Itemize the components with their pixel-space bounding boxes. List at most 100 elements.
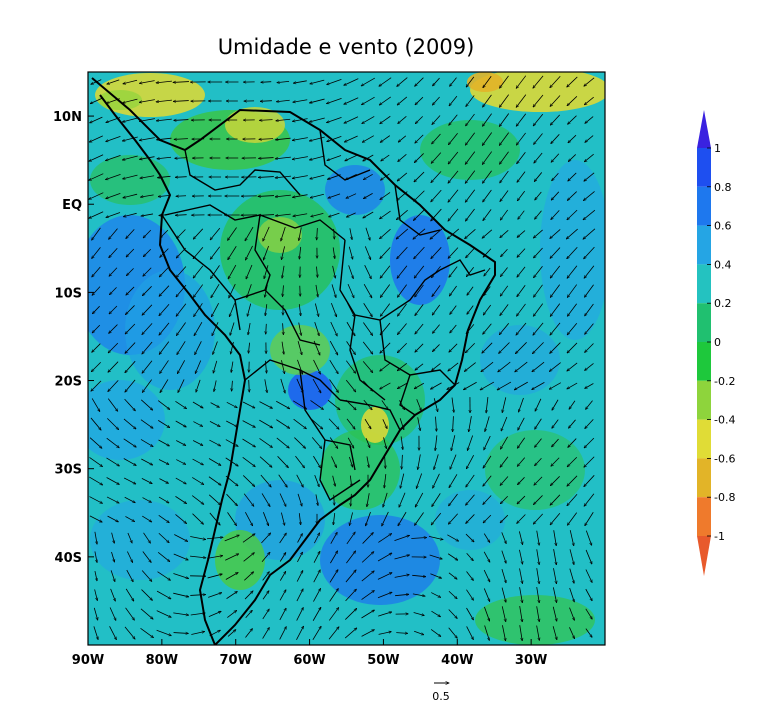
- wind-vector: [450, 324, 457, 333]
- wind-vector: [536, 606, 540, 621]
- x-tick-label: 90W: [72, 653, 104, 668]
- wind-vector: [380, 342, 391, 353]
- wind-vector: [568, 419, 576, 428]
- wind-vector: [397, 246, 408, 259]
- wind-vector: [499, 113, 510, 127]
- wind-vector: [89, 135, 103, 142]
- wind-vector: [208, 593, 222, 598]
- wind-vector: [346, 212, 356, 217]
- wind-vector: [550, 229, 561, 238]
- wind-vector: [209, 439, 220, 446]
- wind-vector: [398, 135, 407, 142]
- country-borders: [161, 129, 486, 502]
- wind-vector: [451, 435, 456, 451]
- wind-vector: [142, 379, 153, 393]
- wind-vector: [536, 549, 539, 564]
- wind-vector: [125, 323, 136, 334]
- wind-vector: [248, 342, 249, 354]
- wind-vector: [92, 324, 101, 333]
- wind-vector: [127, 532, 132, 543]
- x-tick-label: 50W: [367, 653, 399, 668]
- wind-vector: [567, 382, 578, 389]
- wind-vector: [275, 194, 291, 197]
- wind-vector: [484, 435, 491, 450]
- wind-vector: [159, 341, 170, 355]
- wind-vector: [157, 420, 170, 427]
- wind-vector: [534, 476, 543, 485]
- wind-vector: [449, 285, 457, 296]
- wind-vector: [449, 343, 458, 352]
- wind-vector: [209, 421, 220, 426]
- wind-vector: [467, 435, 474, 451]
- wind-vector: [242, 438, 256, 447]
- wind-vector: [465, 189, 476, 203]
- wind-vector: [296, 607, 304, 621]
- wind-vector: [380, 284, 391, 298]
- wind-vector: [140, 194, 154, 197]
- wind-vector: [143, 267, 152, 276]
- wind-vector: [347, 283, 354, 298]
- wind-vector: [465, 533, 474, 542]
- wind-vector: [552, 399, 559, 410]
- wind-vector: [158, 176, 171, 177]
- wind-vector: [551, 153, 560, 162]
- wind-vector: [361, 590, 375, 600]
- wind-vector: [585, 419, 594, 428]
- wind-vector: [105, 173, 121, 179]
- wind-vector: [432, 304, 441, 315]
- wind-vector: [175, 158, 188, 159]
- wind-vector: [174, 120, 189, 121]
- wind-vector: [411, 538, 426, 539]
- wind-vector: [293, 213, 308, 217]
- wind-vector: [429, 554, 443, 559]
- wind-vector: [483, 455, 492, 468]
- wind-vector: [226, 493, 238, 506]
- wind-vector: [398, 154, 407, 161]
- colorbar-label: 0.6: [714, 220, 732, 233]
- wind-vector: [263, 226, 270, 241]
- wind-vector: [533, 75, 544, 88]
- wind-vector: [466, 454, 474, 469]
- wind-vector: [126, 229, 135, 238]
- wind-vector: [328, 608, 338, 621]
- wind-vector: [158, 496, 169, 503]
- wind-vector: [142, 551, 151, 563]
- wind-vector: [533, 495, 543, 504]
- wind-vector: [362, 361, 373, 372]
- wind-vector: [535, 191, 542, 200]
- wind-vector: [500, 285, 509, 296]
- wind-vector: [207, 556, 223, 559]
- wind-vector: [242, 401, 255, 408]
- wind-vector: [499, 94, 509, 108]
- wind-vector: [109, 287, 117, 294]
- x-tick-label: 70W: [219, 653, 251, 668]
- wind-vector: [364, 265, 372, 279]
- wind-vector: [208, 611, 221, 618]
- wind-vector: [380, 362, 391, 371]
- wind-vector: [94, 551, 97, 562]
- wind-vector: [141, 589, 153, 601]
- wind-vector: [175, 496, 186, 503]
- wind-vector: [159, 285, 170, 297]
- wind-vector: [193, 247, 204, 258]
- wind-vector: [207, 537, 223, 540]
- wind-vector: [568, 134, 577, 143]
- wind-vector: [89, 154, 104, 161]
- wind-vector: [212, 322, 219, 336]
- wind-vector: [536, 568, 539, 584]
- coastlines: [91, 77, 496, 645]
- wind-vector: [157, 156, 172, 159]
- wind-vector: [231, 361, 234, 373]
- wind-vector: [450, 454, 457, 470]
- colorbar-label: -0.2: [714, 375, 735, 388]
- wind-vector: [585, 383, 594, 389]
- wind-vector: [193, 228, 204, 239]
- wind-vector: [126, 268, 134, 275]
- wind-vector: [259, 456, 272, 468]
- wind-vector: [501, 416, 508, 431]
- wind-vector: [415, 323, 424, 334]
- wind-vector: [517, 495, 526, 504]
- wind-vector: [585, 569, 592, 582]
- wind-vector: [346, 360, 355, 374]
- wind-vector: [585, 588, 592, 601]
